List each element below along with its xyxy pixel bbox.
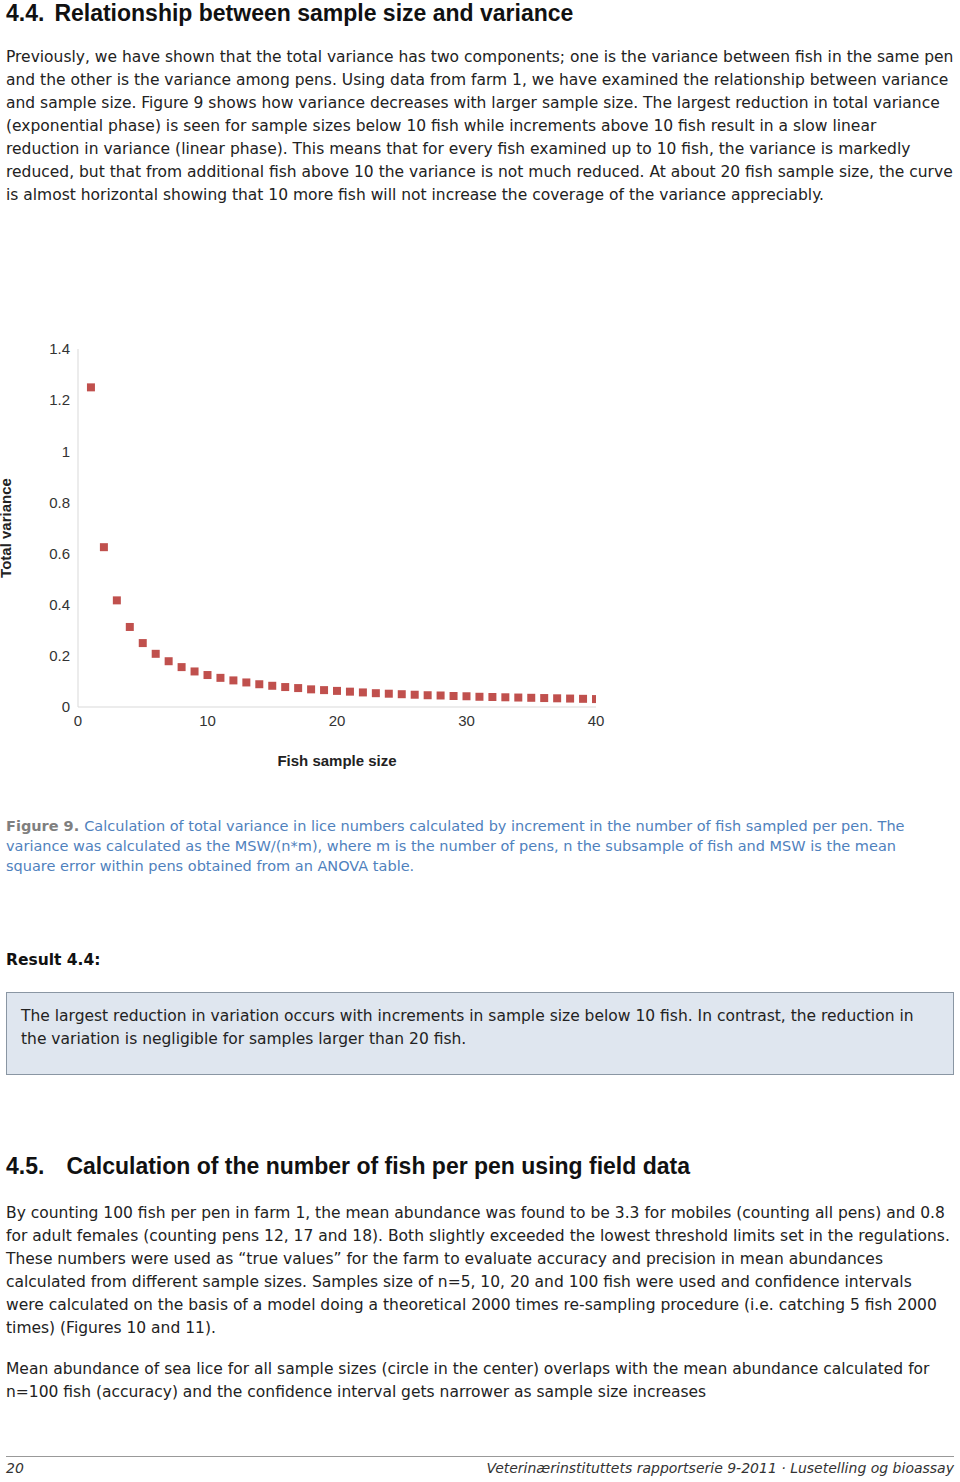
html-text:The largest reduction in varia: The largest reduction in variation occur… (21, 1007, 914, 1048)
svg-text:1: 1 (62, 443, 70, 460)
svg-text:Total variance: Total variance (8, 478, 14, 578)
html-text:Figure 9. Calculation of total: Figure 9. Calculation of total variance … (6, 818, 905, 874)
html-text:Mean abundance of sea lice for: Mean abundance of sea lice for all sampl… (6, 1360, 930, 1401)
html-text:4.5.: 4.5. (6, 1153, 45, 1179)
svg-text:20: 20 (329, 712, 346, 729)
svg-text:0.6: 0.6 (49, 545, 70, 562)
html-text:Previously, we have shown that: Previously, we have shown that the total… (6, 48, 954, 204)
html-text:By counting 100 fish per pen i: By counting 100 fish per pen in farm 1, … (6, 1204, 950, 1337)
html-text:Veterinærinstituttets rapports: Veterinærinstituttets rapportserie 9-201… (486, 1460, 954, 1476)
svg-text:10: 10 (199, 712, 216, 729)
svg-text:30: 30 (458, 712, 475, 729)
svg-text:1.4: 1.4 (49, 340, 70, 357)
svg-text:1.2: 1.2 (49, 391, 70, 408)
svg-text:0: 0 (74, 712, 82, 729)
svg-text:40: 40 (588, 712, 605, 729)
html-text:Result 4.4:: Result 4.4: (6, 951, 101, 969)
html-text:20: 20 (6, 1460, 24, 1476)
svg-text:0.8: 0.8 (49, 494, 70, 511)
svg-text:0.2: 0.2 (49, 647, 70, 664)
html-text:Calculation of the number of f: Calculation of the number of fish per pe… (66, 1153, 690, 1179)
html-text:4.4.: 4.4. (6, 0, 45, 26)
svg-text:0.4: 0.4 (49, 596, 70, 613)
svg-text:Fish sample size: Fish sample size (277, 752, 396, 769)
html-text:Relationship between sample si: Relationship between sample size and var… (54, 0, 574, 26)
svg-text:0: 0 (62, 698, 70, 715)
